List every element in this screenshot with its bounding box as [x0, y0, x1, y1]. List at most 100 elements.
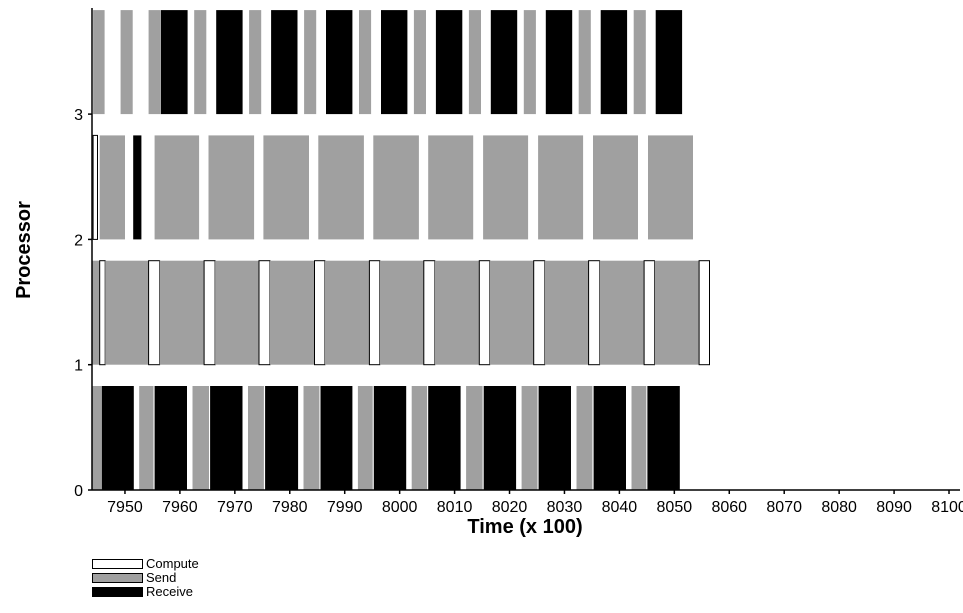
bar-p0-receive-21: [647, 386, 680, 490]
bar-p1-compute-17: [533, 260, 546, 366]
bar-p3-send-10: [359, 10, 372, 115]
x-tick-label-8060: 8060: [711, 499, 747, 516]
x-tick-label-8090: 8090: [876, 499, 912, 516]
bar-p0-receive-13: [428, 386, 461, 490]
bar-p2-compute-0: [92, 134, 98, 240]
bar-p3-send-8: [304, 10, 317, 115]
x-tick-label-8050: 8050: [657, 499, 693, 516]
bar-p2-send-7: [373, 135, 419, 240]
bar-p1-send-0: [92, 260, 100, 365]
legend-swatch-receive: [92, 587, 143, 597]
bar-p3-receive-3: [160, 10, 188, 115]
bar-p1-send-2: [105, 260, 149, 365]
bar-p1-compute-11: [368, 260, 381, 366]
legend-label-compute: Compute: [146, 556, 199, 571]
legend-item-compute: Compute: [92, 557, 292, 571]
bar-p1-send-16: [489, 260, 534, 365]
bar-p3-receive-9: [326, 10, 353, 115]
bar-p2-send-11: [593, 135, 638, 240]
y-tick-label-0: 0: [74, 483, 83, 500]
x-tick-label-7990: 7990: [327, 499, 363, 516]
bar-p0-send-18: [576, 386, 593, 490]
bar-p1-send-22: [654, 260, 700, 365]
bar-p3-send-4: [194, 10, 207, 115]
bar-p3-send-20: [633, 10, 646, 115]
legend-swatch-send: [92, 573, 143, 583]
bar-p3-receive-19: [600, 10, 628, 115]
bar-p3-receive-15: [490, 10, 518, 115]
bar-p3-receive-7: [271, 10, 298, 115]
bar-p3-send-1: [120, 10, 133, 115]
bar-p1-compute-9: [314, 260, 326, 366]
x-tick-label-8020: 8020: [492, 499, 528, 516]
y-tick-label-1: 1: [74, 358, 83, 375]
bar-p3-send-14: [468, 10, 481, 115]
bar-p1-send-8: [270, 260, 315, 365]
bar-p0-receive-17: [538, 386, 571, 490]
x-tick-label-7960: 7960: [162, 499, 198, 516]
bar-p2-send-1: [99, 135, 125, 240]
bar-p0-send-2: [139, 386, 154, 490]
bar-p0-send-20: [631, 386, 647, 490]
x-tick-label-7980: 7980: [272, 499, 308, 516]
bar-p3-send-16: [523, 10, 536, 115]
bar-p3-receive-13: [435, 10, 463, 115]
bar-p2-send-4: [208, 135, 255, 240]
bar-p1-send-18: [544, 260, 589, 365]
bar-p2-send-10: [538, 135, 584, 240]
bar-p0-receive-1: [101, 386, 134, 490]
x-tick-label-8000: 8000: [382, 499, 418, 516]
bar-p0-send-12: [411, 386, 428, 490]
bar-p1-send-6: [215, 260, 259, 365]
y-tick-label-2: 2: [74, 232, 83, 249]
bar-p0-receive-9: [320, 386, 353, 490]
bar-p1-send-20: [599, 260, 645, 365]
y-ticks: 0 1 2 3: [74, 107, 92, 500]
bar-p0-receive-15: [483, 386, 517, 490]
y-axis-label: Processor: [13, 201, 35, 299]
bar-p1-compute-19: [588, 260, 601, 366]
bar-p2-send-6: [318, 135, 364, 240]
bar-p3-receive-11: [381, 10, 408, 115]
bar-p3-receive-5: [216, 10, 243, 115]
bar-p3-send-6: [249, 10, 262, 115]
bar-p1-send-14: [434, 260, 480, 365]
bar-p3-receive-21: [655, 10, 683, 115]
bar-p0-send-10: [357, 386, 373, 490]
x-tick-label-7970: 7970: [217, 499, 253, 516]
bar-p0-receive-19: [593, 386, 626, 490]
bar-p0-send-8: [303, 386, 320, 490]
bar-p0-send-14: [466, 386, 483, 490]
bar-p1-compute-21: [643, 260, 655, 366]
x-tick-label-8040: 8040: [602, 499, 638, 516]
bar-p1-compute-1: [99, 260, 106, 366]
x-tick-label-7950: 7950: [107, 499, 143, 516]
x-tick-label-8070: 8070: [766, 499, 802, 516]
bar-p2-send-8: [428, 135, 474, 240]
bar-p3-send-18: [578, 10, 591, 115]
bar-p1-compute-13: [423, 260, 436, 366]
legend-item-receive: Receive: [92, 585, 292, 599]
bar-p1-send-12: [379, 260, 424, 365]
bar-p1-compute-3: [148, 260, 161, 366]
bar-p3-send-2: [148, 10, 161, 115]
x-tick-label-8010: 8010: [437, 499, 473, 516]
bar-p2-send-3: [154, 135, 200, 240]
bar-p2-receive-2: [133, 135, 142, 240]
bar-p0-send-16: [521, 386, 538, 490]
bar-p2-send-12: [648, 135, 693, 240]
bar-p2-send-9: [483, 135, 529, 240]
bar-p0-send-6: [248, 386, 264, 490]
x-axis-label: Time (x 100): [467, 516, 582, 538]
bar-p1-send-10: [324, 260, 370, 365]
bar-p0-send-4: [192, 386, 209, 490]
bar-p1-send-4: [159, 260, 205, 365]
legend-label-send: Send: [146, 570, 177, 585]
legend-item-send: Send: [92, 571, 292, 585]
bar-p2-send-5: [263, 135, 309, 240]
x-tick-label-8080: 8080: [821, 499, 857, 516]
x-tick-label-8030: 8030: [547, 499, 583, 516]
bar-p0-receive-5: [210, 386, 243, 490]
legend-swatch-compute: [92, 559, 143, 569]
